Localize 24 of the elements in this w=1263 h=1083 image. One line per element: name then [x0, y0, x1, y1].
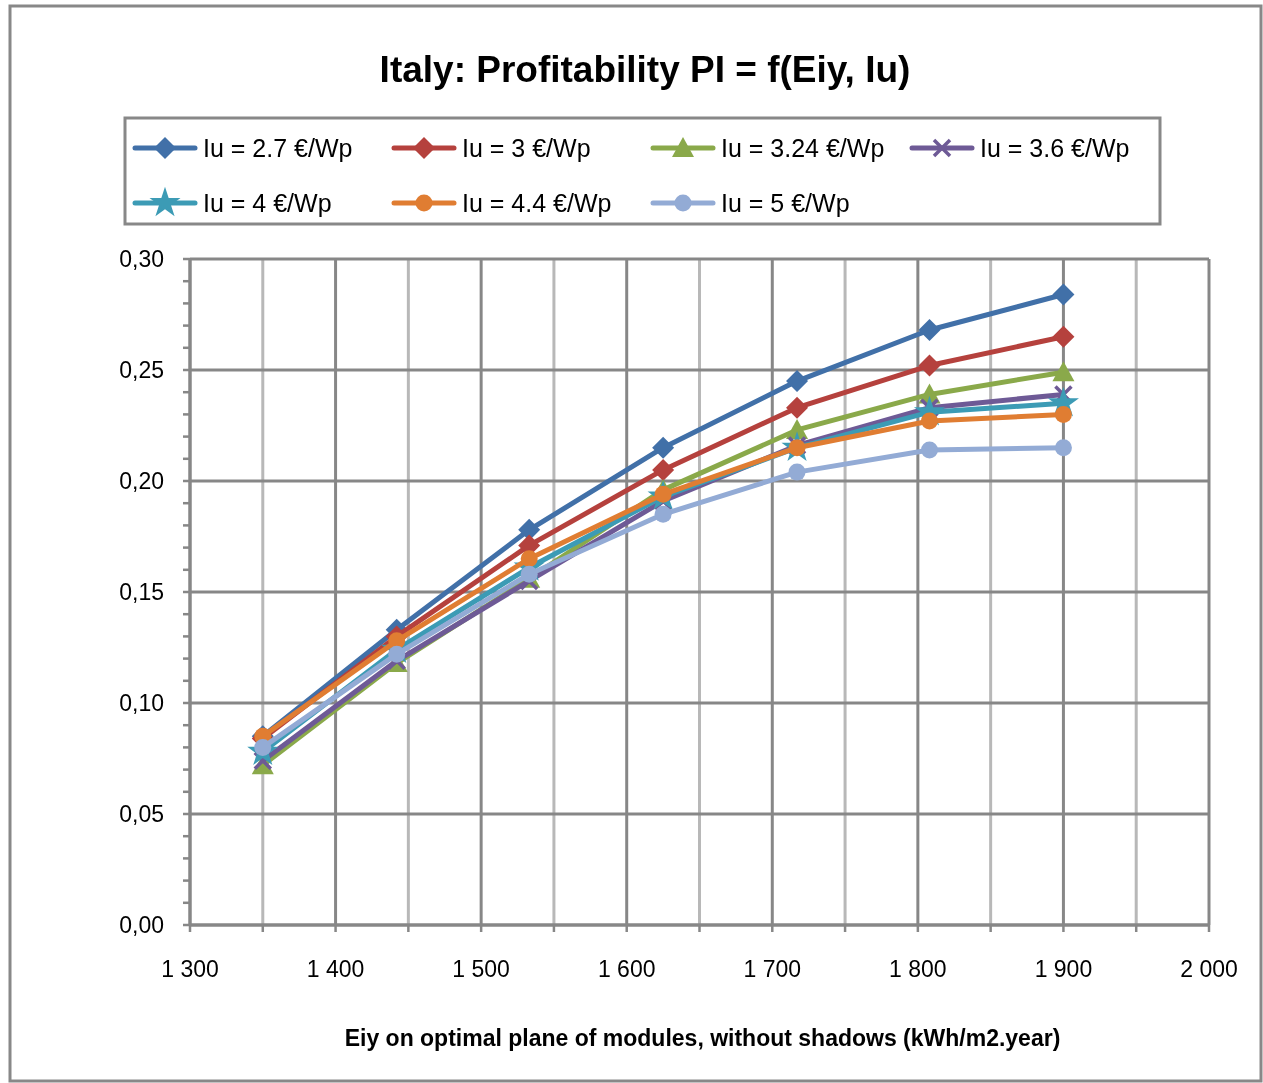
- x-tick-label: 2 000: [1180, 956, 1238, 982]
- x-tick-label: 1 400: [306, 956, 365, 982]
- x-tick-label: 1 500: [452, 956, 510, 982]
- legend-label: Iu = 4 €/Wp: [203, 188, 332, 217]
- x-tick-label: 1 800: [889, 956, 947, 982]
- x-tick-label: 1 900: [1034, 956, 1093, 982]
- x-tick-label: 1 300: [161, 956, 219, 982]
- y-tick-label: 0,15: [119, 579, 164, 606]
- y-tick-label: 0,00: [119, 912, 164, 939]
- x-axis-title: Eiy on optimal plane of modules, without shadows (kWh/m2.year): [344, 1025, 1061, 1051]
- chart-title: Italy: Profitability PI = f(Eiy, Iu): [379, 49, 911, 90]
- legend-label: Iu = 2.7 €/Wp: [203, 133, 353, 162]
- y-tick-label: 0,30: [119, 246, 164, 273]
- y-tick-label: 0,25: [119, 357, 164, 384]
- y-tick-label: 0,05: [119, 801, 164, 828]
- x-tick-label: 1 700: [743, 956, 802, 982]
- legend-label: Iu = 5 €/Wp: [721, 188, 850, 217]
- legend-label: Iu = 3.24 €/Wp: [721, 133, 885, 162]
- y-tick-label: 0,20: [119, 468, 164, 495]
- y-tick-label: 0,10: [119, 690, 164, 717]
- legend-label: Iu = 4.4 €/Wp: [462, 188, 612, 217]
- legend-label: Iu = 3 €/Wp: [462, 133, 591, 162]
- legend-label: Iu = 3.6 €/Wp: [980, 133, 1130, 162]
- x-tick-label: 1 600: [597, 956, 656, 982]
